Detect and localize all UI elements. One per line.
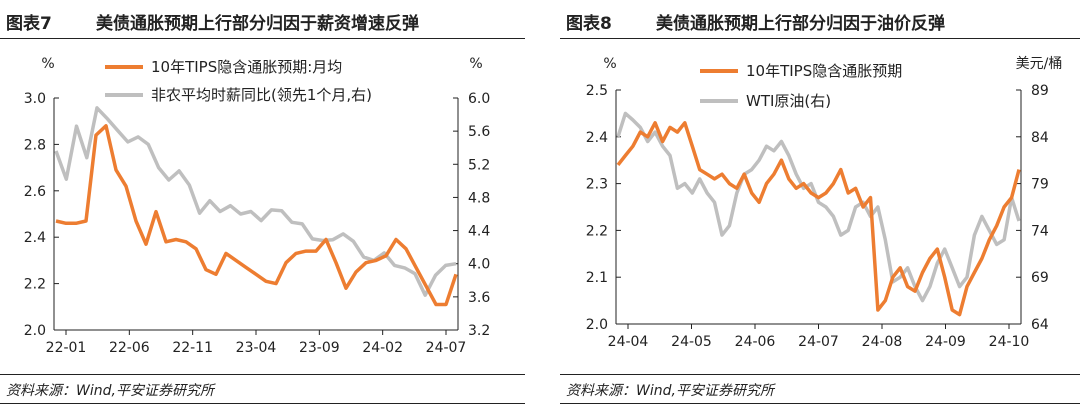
y-right-tick-label: 5.6 [468,124,490,140]
y-left-tick-label: 2.2 [586,223,608,239]
y-left-tick-label: 2.1 [586,270,608,286]
figure-8-title: 美债通胀预期上行部分归因于油价反弹 [656,14,945,34]
legend-label: 10年TIPS隐含通胀预期:月均 [151,58,342,76]
x-tick-label: 24-04 [608,334,649,350]
y-left-tick-label: 2.0 [586,317,608,333]
y-left-tick-label: 2.0 [24,323,46,339]
left-unit-label: % [603,56,616,72]
y-left-tick-label: 2.8 [24,137,46,153]
x-tick-label: 23-09 [299,340,340,356]
y-right-tick-label: 74 [1031,223,1049,239]
figure-7-title: 美债通胀预期上行部分归因于薪资增速反弹 [96,14,419,34]
right-unit-label: 美元/桶 [1016,56,1063,72]
legend-label: 10年TIPS隐含通胀预期 [746,62,902,80]
legend-label: 非农平均时薪同比(领先1个月,右) [151,86,372,104]
figure-8-title-bar: 图表8 美债通胀预期上行部分归因于油价反弹 [560,0,1080,39]
figure-7-source: 资料来源：Wind,平安证券研究所 [6,383,214,399]
x-tick-label: 22-11 [172,340,213,356]
x-tick-label: 22-06 [109,340,150,356]
figure-8-number: 图表8 [566,14,612,34]
figure-7-source-bar: 资料来源：Wind,平安证券研究所 [0,374,525,404]
x-tick-label: 24-07 [798,334,839,350]
right-unit-label: % [469,56,482,72]
y-right-tick-label: 69 [1031,270,1049,286]
x-tick-label: 24-07 [426,340,467,356]
figure-7-title-bar: 图表7 美债通胀预期上行部分归因于薪资增速反弹 [0,0,525,39]
series-line-tips [616,121,1021,317]
y-right-tick-label: 4.0 [468,257,490,273]
x-tick-label: 24-08 [862,334,903,350]
series-line-tips [55,124,458,307]
figure-8-panel: 图表8 美债通胀预期上行部分归因于油价反弹 2.0 2.1 2.2 2.3 2.4 2.5… [560,0,1080,411]
figure-7-chart: 2.0 2.2 2.4 2.6 2.8 3.0 3.2 3.6 4.0 4.4 4.8 5.2 5.6 6… [24,56,491,356]
y-right-tick-label: 4.4 [468,224,490,240]
y-right-tick-label: 4.8 [468,190,490,206]
figure-8-source-bar: 资料来源：Wind,平安证券研究所 [560,374,1080,404]
left-unit-label: % [41,56,54,72]
figure-8-chart: 2.0 2.1 2.2 2.3 2.4 2.5 64 69 74 79 84 89 24-04 24-05… [586,56,1063,350]
figure-7-number: 图表7 [6,14,52,34]
x-tick-label: 22-01 [46,340,87,356]
y-right-tick-label: 84 [1031,130,1049,146]
y-left-tick-label: 2.3 [586,177,608,193]
y-left-tick-label: 2.6 [24,184,46,200]
x-tick-label: 23-04 [236,340,277,356]
y-left-tick-label: 2.5 [586,83,608,99]
x-tick-label: 24-02 [362,340,403,356]
y-right-tick-label: 64 [1031,317,1049,333]
figure-8-source: 资料来源：Wind,平安证券研究所 [566,383,774,399]
y-left-tick-label: 3.0 [24,91,46,107]
y-right-tick-label: 89 [1031,83,1049,99]
y-left-tick-label: 2.4 [24,230,46,246]
y-left-tick-label: 2.4 [586,130,608,146]
x-tick-label: 24-05 [671,334,712,350]
x-tick-label: 24-09 [925,334,966,350]
y-right-tick-label: 3.2 [468,323,490,339]
series-line-secondary [54,106,457,297]
x-tick-label: 24-06 [735,334,776,350]
x-tick-label: 24-10 [989,334,1030,350]
y-left-tick-label: 2.2 [24,277,46,293]
y-right-tick-label: 3.6 [468,290,490,306]
legend-label: WTI原油(右) [746,92,831,110]
y-right-tick-label: 6.0 [468,91,490,107]
series-line-secondary [616,111,1021,303]
y-right-tick-label: 79 [1031,177,1049,193]
y-right-tick-label: 5.2 [468,157,490,173]
figure-7-panel: 图表7 美债通胀预期上行部分归因于薪资增速反弹 2.0 2.2 2.4 2.6 2.8 3… [0,0,525,411]
